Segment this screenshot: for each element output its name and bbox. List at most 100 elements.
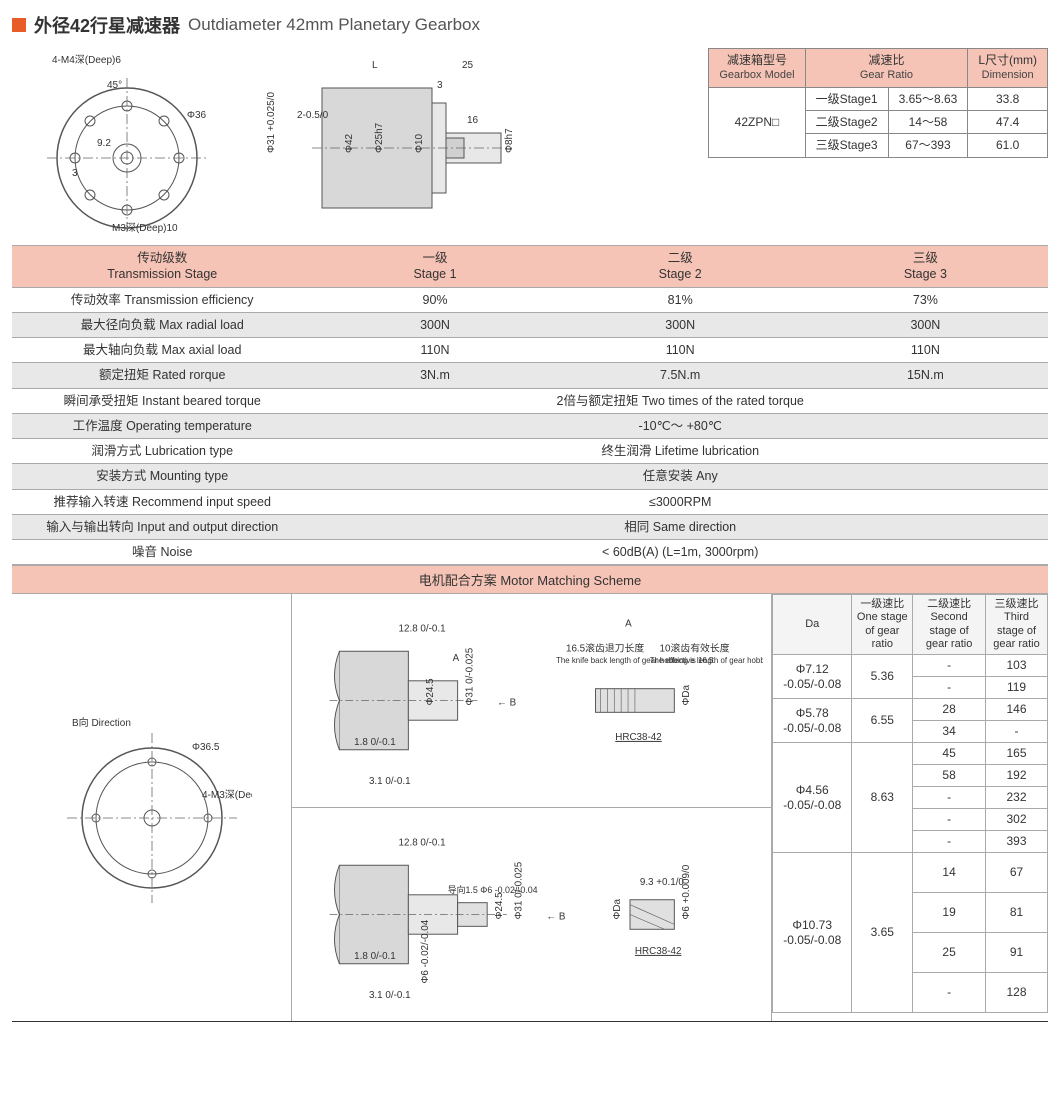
label-d8: Φ8h7 [504,128,515,153]
s3-cell: 81 [986,893,1048,933]
table-row: 推荐输入转速 Recommend input speed≤3000RPM [12,489,1048,514]
table-row: Φ5.78 -0.05/-0.086.5528146 [773,699,1048,721]
th-param: 传动级数Transmission Stage [12,246,312,288]
s3-cell: 302 [986,809,1048,831]
value-cell: 110N [312,338,557,363]
label-d25: Φ25h7 [374,122,385,153]
value-cell: 300N [803,312,1048,337]
title-en: Outdiameter 42mm Planetary Gearbox [188,15,480,35]
table-row: 最大轴向负载 Max axial load110N110N110N [12,338,1048,363]
svg-text:Φ31 0/-0.025: Φ31 0/-0.025 [514,862,525,920]
s3-cell: 128 [986,973,1048,1013]
label-L: L [372,60,378,71]
value-cell: 相同 Same direction [312,514,1048,539]
th-ratio: 减速比Gear Ratio [805,49,968,88]
da-cell: Φ4.56 -0.05/-0.08 [773,743,852,853]
label-3: 3 [437,80,443,91]
svg-text:A: A [453,653,460,664]
svg-text:12.8 0/-0.1: 12.8 0/-0.1 [399,838,446,849]
label-d10: Φ10 [414,133,425,153]
param-cell: 额定扭矩 Rated rorque [12,363,312,388]
param-cell: 输入与输出转向 Input and output direction [12,514,312,539]
value-cell: 300N [312,312,557,337]
s3-cell: 165 [986,743,1048,765]
table-row: 额定扭矩 Rated rorque3N.m7.5N.m15N.m [12,363,1048,388]
label-holes2: 4-M3深(Deep)10 [202,789,252,801]
value-cell: ≤3000RPM [312,489,1048,514]
svg-text:← B: ← B [546,912,566,923]
main-spec-table: 传动级数Transmission Stage 一级Stage 1 二级Stage… [12,245,1048,565]
svg-text:10滚齿有效长度: 10滚齿有效长度 [660,642,730,655]
param-cell: 安装方式 Mounting type [12,464,312,489]
motor-scheme-bar: 电机配合方案 Motor Matching Scheme [12,565,1048,594]
td-L1: 33.8 [968,87,1048,110]
th-s1: 一级Stage 1 [312,246,557,288]
value-cell: < 60dB(A) (L=1m, 3000rpm) [312,540,1048,565]
param-cell: 最大轴向负载 Max axial load [12,338,312,363]
th-model: 减速箱型号Gearbox Model [709,49,805,88]
label-dim2: 3 [72,168,78,179]
page-title: 外径42行星减速器 Outdiameter 42mm Planetary Gea… [12,12,1048,38]
th-s3: 三级Stage 3 [803,246,1048,288]
spec-small-table: 减速箱型号Gearbox Model 减速比Gear Ratio L尺寸(mm)… [708,48,1048,158]
table-row: 工作温度 Operating temperature-10℃～ +80℃ [12,413,1048,438]
da-cell: Φ7.12 -0.05/-0.08 [773,655,852,699]
label-d31: Φ31 +0.025/0 [266,91,277,153]
svg-text:Φ31 0/-0.025: Φ31 0/-0.025 [464,647,475,705]
s1-cell: 3.65 [852,853,913,1013]
svg-text:1.8 0/-0.1: 1.8 0/-0.1 [354,951,396,962]
svg-text:ΦDa: ΦDa [612,899,623,920]
s3-cell: 146 [986,699,1048,721]
label-dir: B向 Direction [72,716,131,729]
front-view-diagram: 4-M4深(Deep)6 45° Φ36 9.2 3 M3深(Deep)10 [12,48,242,233]
s3-cell: - [986,721,1048,743]
value-cell: 73% [803,287,1048,312]
value-cell: 110N [558,338,803,363]
table-row: 最大径向负载 Max radial load300N300N300N [12,312,1048,337]
table-row: 润滑方式 Lubrication type终生润滑 Lifetime lubri… [12,439,1048,464]
table-row: 传动效率 Transmission efficiency90%81%73% [12,287,1048,312]
param-cell: 工作温度 Operating temperature [12,413,312,438]
param-cell: 瞬间承受扭矩 Instant beared torque [12,388,312,413]
value-cell: 110N [803,338,1048,363]
svg-text:3.1 0/-0.1: 3.1 0/-0.1 [369,991,411,1002]
s1-cell: 8.63 [852,743,913,853]
td-stage2: 二级Stage2 [805,110,888,133]
svg-text:Φ24.5: Φ24.5 [494,892,505,920]
svg-text:3.1 0/-0.1: 3.1 0/-0.1 [369,776,411,787]
s2-cell: - [913,677,986,699]
s3-cell: 232 [986,787,1048,809]
param-cell: 噪音 Noise [12,540,312,565]
table-row: Φ7.12 -0.05/-0.085.36-103 [773,655,1048,677]
flange-diagram: B向 Direction Φ36.5 4-M3深(Deep)10 [12,594,292,1021]
label-pcd: Φ36 [187,110,207,121]
value-cell: 2倍与额定扭矩 Two times of the rated torque [312,388,1048,413]
svg-text:12.8 0/-0.1: 12.8 0/-0.1 [399,624,446,635]
s2-cell: - [913,655,986,677]
s2-cell: 19 [913,893,986,933]
s3-cell: 393 [986,831,1048,853]
td-ratio1: 3.65～8.63 [888,87,968,110]
table-row: 噪音 Noise< 60dB(A) (L=1m, 3000rpm) [12,540,1048,565]
rth-s2: 二级速比Second stage of gear ratio [913,595,986,655]
s2-cell: - [913,973,986,1013]
th-s2: 二级Stage 2 [558,246,803,288]
value-cell: 81% [558,287,803,312]
s2-cell: 58 [913,765,986,787]
s3-cell: 67 [986,853,1048,893]
value-cell: 300N [558,312,803,337]
param-cell: 传动效率 Transmission efficiency [12,287,312,312]
value-cell: 90% [312,287,557,312]
label-m3: M3深(Deep)10 [112,222,178,233]
svg-text:Φ24.5: Φ24.5 [425,678,436,706]
label-d42: Φ42 [344,133,355,153]
shaft-diagram-2: 12.8 0/-0.1 导向1.5 Φ6 -0.02/-0.04 1.8 0/-… [292,808,771,1021]
svg-text:Φ6 +0.009/0: Φ6 +0.009/0 [681,865,692,920]
label-25: 25 [462,60,474,71]
svg-text:A: A [625,619,632,630]
label-16: 16 [467,115,479,126]
s1-cell: 6.55 [852,699,913,743]
value-cell: 15N.m [803,363,1048,388]
table-row: 安装方式 Mounting type任意安装 Any [12,464,1048,489]
value-cell: 任意安装 Any [312,464,1048,489]
